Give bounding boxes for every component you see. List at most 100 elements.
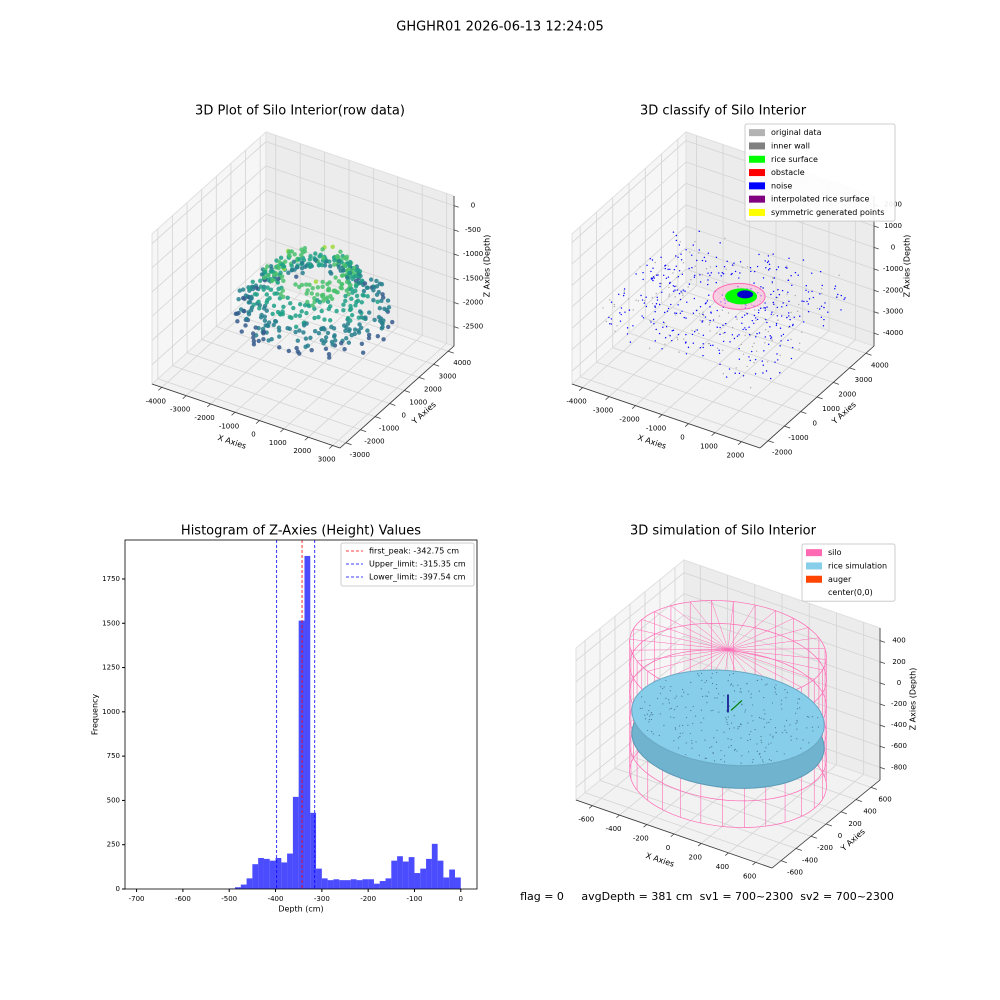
legend-box bbox=[801, 543, 896, 602]
point bbox=[605, 320, 608, 323]
point bbox=[776, 353, 778, 355]
rice-mesh bbox=[780, 699, 783, 701]
rice-mesh bbox=[798, 698, 801, 700]
point bbox=[710, 272, 713, 274]
point bbox=[281, 278, 286, 284]
bar bbox=[368, 879, 374, 889]
point bbox=[664, 267, 667, 270]
point bbox=[349, 296, 354, 302]
z-axis-label: Z Axies (Depth) bbox=[909, 668, 918, 731]
point bbox=[297, 257, 302, 262]
point bbox=[786, 293, 788, 296]
point bbox=[692, 342, 695, 344]
silo-roof bbox=[727, 649, 827, 660]
y-tick-label: -1000 bbox=[379, 425, 399, 433]
legend-label: interpolated rice surface bbox=[771, 195, 869, 204]
tick-mark bbox=[658, 414, 663, 419]
point bbox=[702, 313, 704, 316]
point bbox=[672, 290, 675, 292]
bar bbox=[275, 857, 282, 889]
point bbox=[787, 279, 789, 282]
point bbox=[336, 279, 342, 284]
legend-swatch bbox=[806, 575, 822, 583]
point bbox=[300, 270, 305, 276]
point bbox=[807, 311, 810, 313]
point bbox=[251, 335, 256, 340]
z-tick-label: -4000 bbox=[883, 329, 903, 337]
rice-mesh bbox=[685, 706, 687, 708]
point bbox=[294, 345, 299, 351]
point bbox=[278, 291, 283, 297]
point bbox=[763, 307, 765, 309]
bar bbox=[333, 879, 340, 889]
rice-mesh bbox=[730, 683, 733, 685]
point bbox=[769, 326, 771, 328]
point bbox=[285, 326, 290, 331]
rice-mesh bbox=[716, 697, 718, 699]
point bbox=[626, 327, 629, 329]
point bbox=[256, 338, 261, 344]
y-tick-label: 1000 bbox=[822, 405, 840, 413]
point bbox=[791, 284, 793, 286]
rice-mesh bbox=[769, 734, 771, 736]
rice-mesh bbox=[701, 729, 703, 732]
point bbox=[350, 290, 355, 295]
rice-mesh bbox=[649, 704, 651, 707]
point bbox=[720, 275, 722, 277]
point bbox=[755, 350, 758, 352]
rice-mesh bbox=[700, 672, 703, 674]
point bbox=[259, 272, 265, 277]
rice-mesh bbox=[659, 692, 662, 694]
point bbox=[715, 256, 718, 258]
rice-mesh bbox=[748, 733, 750, 736]
x-tick-label: -300 bbox=[314, 895, 330, 903]
point bbox=[750, 270, 752, 273]
tick-mark bbox=[255, 420, 260, 424]
point bbox=[698, 332, 700, 335]
point bbox=[739, 261, 742, 263]
point bbox=[797, 274, 799, 276]
rice-mesh bbox=[669, 690, 671, 692]
point bbox=[819, 293, 821, 295]
rice-mesh bbox=[649, 715, 651, 717]
point bbox=[344, 336, 349, 341]
rice-mesh bbox=[704, 739, 706, 741]
point bbox=[244, 316, 249, 321]
rice-mesh bbox=[730, 722, 733, 724]
rice-mesh bbox=[668, 702, 670, 704]
point bbox=[843, 298, 845, 301]
rice-mesh bbox=[733, 701, 735, 703]
point bbox=[308, 335, 313, 340]
point bbox=[375, 299, 380, 305]
point bbox=[360, 292, 365, 298]
tick-mark bbox=[684, 423, 689, 428]
rice-mesh bbox=[796, 719, 798, 722]
point bbox=[764, 328, 767, 331]
rice-mesh bbox=[772, 737, 774, 739]
point bbox=[655, 328, 657, 331]
point bbox=[758, 332, 761, 334]
bar bbox=[281, 862, 288, 889]
point bbox=[343, 263, 348, 269]
point bbox=[694, 265, 696, 267]
point bbox=[771, 339, 773, 342]
point bbox=[635, 273, 637, 275]
point bbox=[602, 307, 604, 309]
point bbox=[257, 306, 262, 311]
rice-mesh bbox=[732, 673, 734, 675]
rice-mesh bbox=[673, 717, 675, 719]
point bbox=[749, 359, 751, 362]
point bbox=[345, 275, 350, 280]
point bbox=[762, 277, 765, 279]
point bbox=[320, 292, 326, 298]
silo-roof bbox=[670, 605, 729, 650]
rice-mesh bbox=[720, 750, 722, 752]
x-tick-label: -4000 bbox=[566, 398, 586, 406]
rice-mesh bbox=[747, 722, 749, 724]
point bbox=[726, 260, 728, 263]
point bbox=[764, 307, 767, 309]
rice-mesh bbox=[740, 762, 742, 764]
point bbox=[303, 336, 309, 341]
rice-mesh bbox=[723, 695, 725, 697]
rice-mesh bbox=[647, 729, 649, 732]
